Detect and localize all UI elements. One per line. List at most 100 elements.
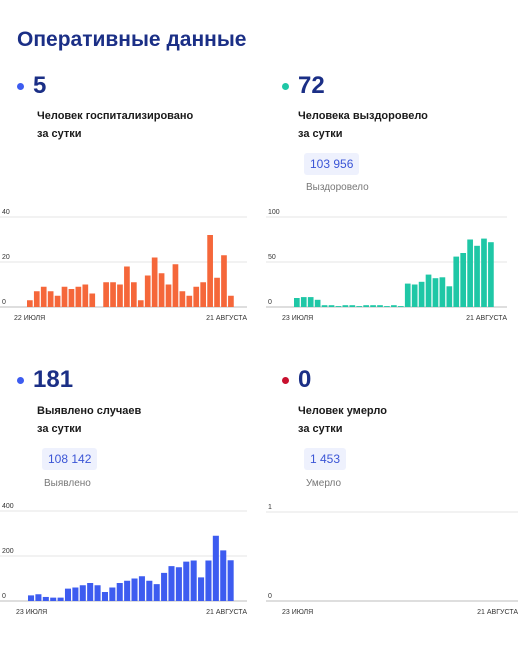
bar [42, 596, 49, 601]
bar [87, 583, 94, 601]
y-tick-label: 20 [2, 254, 10, 261]
bar [307, 297, 314, 307]
bar [131, 578, 138, 601]
bar [391, 305, 397, 307]
hospitalized-desc: Человек госпитализировано за сутки [37, 107, 193, 143]
desc-line-1: Выявлено случаев [37, 405, 142, 417]
desc-line-2: за сутки [298, 423, 343, 435]
bar [89, 293, 96, 307]
bar [153, 584, 160, 602]
bar [28, 595, 35, 602]
bar [146, 580, 153, 601]
recovered-total: 103 956 [304, 153, 360, 175]
bar [314, 299, 321, 307]
x-start-label: 23 ИЮЛЯ [16, 609, 47, 616]
bar [72, 587, 79, 601]
bar [40, 286, 47, 307]
bar [158, 273, 165, 307]
bar [198, 577, 205, 602]
bar [117, 284, 123, 307]
y-tick-label: 40 [2, 209, 10, 216]
bar [404, 283, 411, 307]
bar [101, 592, 108, 601]
x-start-label: 22 ИЮЛЯ [14, 315, 45, 322]
bar [349, 305, 356, 307]
desc-line-1: Человека выздоровело [298, 110, 428, 122]
bar [124, 266, 130, 307]
bar [151, 257, 158, 307]
y-tick-label: 0 [268, 299, 272, 306]
bar [294, 298, 300, 307]
bar [467, 239, 473, 307]
bar [228, 295, 234, 307]
bar [418, 281, 425, 307]
y-tick-label: 1 [268, 504, 272, 511]
deaths-desc: Человек умерло за сутки [298, 402, 387, 438]
hospitalized-chart: 0 20 40 22 ИЮЛЯ 21 АВГУСТА [0, 209, 247, 322]
bar [411, 284, 418, 307]
bar [79, 585, 86, 601]
bar [481, 238, 487, 307]
bar [321, 305, 328, 307]
bar [220, 550, 227, 602]
bar [186, 295, 193, 307]
bar [328, 305, 335, 307]
bar [165, 284, 172, 307]
bullet-dot [17, 83, 24, 90]
bar [172, 264, 179, 307]
recovered-chart: 0 50 100 23 ИЮЛЯ 21 АВГУСТА [266, 209, 507, 322]
bar [54, 295, 61, 307]
deaths-total-label: Умерло [306, 478, 342, 489]
recovered-desc: Человека выздоровело за сутки [298, 107, 428, 143]
bar [335, 306, 342, 307]
recovered-value: 72 [298, 72, 325, 99]
bar [474, 245, 480, 307]
y-tick-label: 100 [268, 209, 280, 216]
bar [200, 282, 207, 307]
bar [227, 560, 234, 601]
bar [109, 587, 116, 601]
bullet-dot [17, 377, 24, 384]
hospitalized-value: 5 [33, 72, 47, 99]
bar [57, 597, 64, 602]
bar [425, 274, 432, 307]
x-end-label: 21 АВГУСТА [206, 609, 247, 616]
desc-line-1: Человек умерло [298, 405, 387, 417]
bar [300, 297, 307, 307]
bar [363, 305, 369, 307]
bar [138, 576, 145, 601]
bar [144, 275, 151, 307]
bar [193, 286, 200, 307]
bar [439, 277, 446, 307]
bar [61, 286, 68, 307]
bar [446, 286, 453, 307]
y-tick-label: 50 [268, 254, 276, 261]
bar [221, 255, 227, 307]
bar [131, 282, 137, 307]
bar [179, 291, 186, 307]
bar [94, 585, 101, 601]
bar [356, 306, 363, 307]
x-start-label: 23 ИЮЛЯ [282, 609, 313, 616]
y-tick-label: 0 [268, 593, 272, 600]
bar [27, 300, 33, 307]
bullet-dot [282, 83, 289, 90]
bar [207, 235, 213, 307]
bar [214, 277, 220, 307]
bar [82, 284, 89, 307]
x-end-label: 21 АВГУСТА [466, 315, 507, 322]
bar [342, 305, 349, 307]
cases-desc: Выявлено случаев за сутки [37, 402, 141, 438]
bar [384, 306, 390, 307]
deaths-chart: 0 1 23 ИЮЛЯ 21 АВГУСТА [266, 504, 518, 616]
bar [35, 594, 42, 601]
bar [377, 305, 383, 307]
bar [161, 572, 168, 602]
desc-line-2: за сутки [37, 128, 82, 140]
bar [488, 242, 494, 307]
cases-total-label: Выявлено [44, 478, 91, 489]
bar [432, 278, 439, 307]
cases-chart: 0 200 400 23 ИЮЛЯ 21 АВГУСТА [0, 503, 247, 616]
bar [75, 286, 82, 307]
bar [370, 305, 376, 307]
